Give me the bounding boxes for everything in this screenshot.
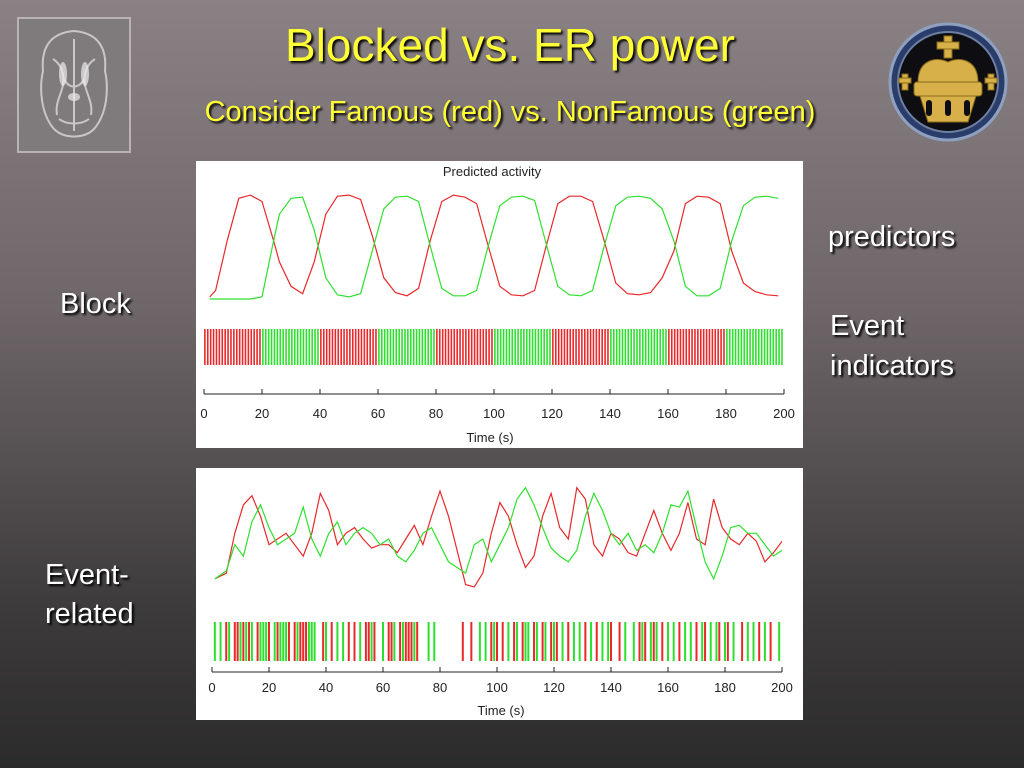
series-line-famous [214, 486, 783, 588]
x-tick-label: 120 [543, 680, 565, 695]
x-tick-label: 140 [600, 680, 622, 695]
x-tick-label: 100 [486, 680, 508, 695]
x-tick-label: 20 [255, 406, 269, 421]
event-related-label-line2: related [45, 598, 134, 630]
x-axis-label: Time (s) [466, 430, 513, 445]
x-tick-label: 60 [376, 680, 390, 695]
x-tick-label: 20 [262, 680, 276, 695]
event-indicators-label-line1: Event [830, 310, 905, 342]
series-line-famous [209, 194, 779, 298]
predictors-label: predictors [828, 221, 956, 253]
series-line-nonfamous [209, 195, 779, 300]
event-indicators-label-line2: indicators [830, 350, 955, 382]
x-tick-label: 0 [200, 406, 207, 421]
x-tick-label: 120 [541, 406, 563, 421]
block-chart-svg: Predicted activity Time (s) 0 20 40 60 80 100… [200, 164, 795, 445]
x-tick-label: 200 [771, 680, 793, 695]
x-tick-label: 200 [773, 406, 795, 421]
brain-scan-image [17, 17, 131, 153]
x-tick-label: 40 [313, 406, 327, 421]
slide-subtitle: Consider Famous (red) vs. NonFamous (gre… [204, 96, 816, 128]
chart-title: Predicted activity [443, 164, 542, 179]
x-tick-label: 180 [715, 406, 737, 421]
x-tick-label: 180 [714, 680, 736, 695]
block-design-chart: Predicted activity Time (s) 0 20 40 60 80 100… [196, 161, 803, 448]
x-tick-label: 160 [657, 406, 679, 421]
x-tick-label: 60 [371, 406, 385, 421]
crown-seal-logo [888, 22, 1008, 142]
x-tick-label: 80 [429, 406, 443, 421]
x-tick-label: 40 [319, 680, 333, 695]
x-axis-label: Time (s) [477, 703, 524, 718]
event-related-chart: Time (s) 0 20 40 60 80 100 120 140 160 180 200 [196, 468, 803, 720]
event-related-chart-svg: Time (s) 0 20 40 60 80 100 120 140 160 180 200 [208, 486, 793, 718]
slide-title: Blocked vs. ER power [285, 19, 735, 71]
block-label: Block [60, 288, 131, 320]
series-line-nonfamous [214, 486, 783, 581]
x-tick-label: 0 [208, 680, 215, 695]
x-tick-label: 160 [657, 680, 679, 695]
x-tick-label: 80 [433, 680, 447, 695]
x-tick-label: 100 [483, 406, 505, 421]
event-related-label-line1: Event- [45, 559, 129, 591]
x-tick-label: 140 [599, 406, 621, 421]
